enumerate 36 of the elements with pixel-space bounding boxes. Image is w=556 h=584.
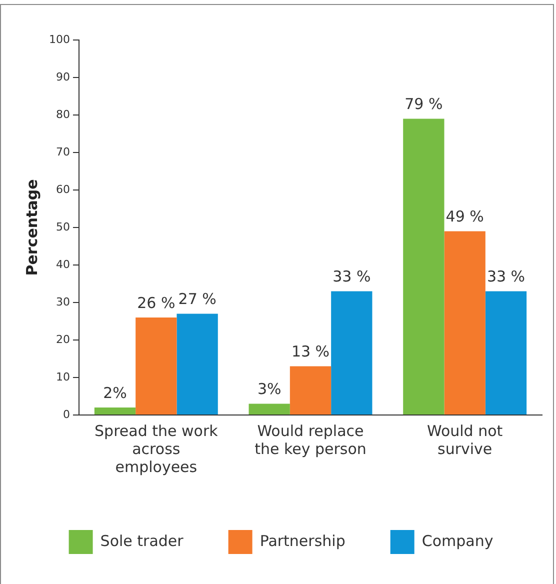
legend-label: Company [422,532,494,550]
x-tick-label: Would not survive [426,422,503,458]
bar [331,291,372,414]
bar [290,366,332,414]
x-tick-label: Would replace the key person [254,422,366,458]
bar [444,231,486,414]
bar [485,291,527,414]
bar [403,118,444,414]
data-label: 3% [257,380,282,398]
y-tick-label: 50 [56,220,70,234]
bar [176,314,218,414]
x-tick-label: Spread the work across employees [94,422,218,476]
bar [248,404,290,414]
y-tick-label: 70 [56,145,70,158]
legend-label: Sole trader [100,532,184,550]
data-label: 27 % [178,290,216,308]
y-axis-title: Percentage [22,179,41,276]
y-tick-label: 90 [56,70,70,84]
bar [94,408,136,414]
data-label: 2% [103,384,127,402]
y-tick-label: 80 [56,108,70,121]
y-tick-label: 40 [56,258,70,271]
y-tick-label: 10 [56,370,70,384]
y-tick-label: 20 [56,332,70,346]
y-tick-label: 0 [62,408,70,421]
y-tick-label: 30 [56,295,70,308]
data-label: 49 % [446,208,484,226]
bar [136,318,177,414]
data-label: 26 % [137,294,176,312]
legend-label: Partnership [260,532,346,550]
data-label: 33 % [332,268,371,286]
data-label: 79 % [404,95,443,114]
y-tick-label: 100 [48,32,70,46]
data-label: 33 % [486,268,526,286]
y-tick-label: 60 [56,182,70,196]
data-label: 13 % [291,342,330,361]
